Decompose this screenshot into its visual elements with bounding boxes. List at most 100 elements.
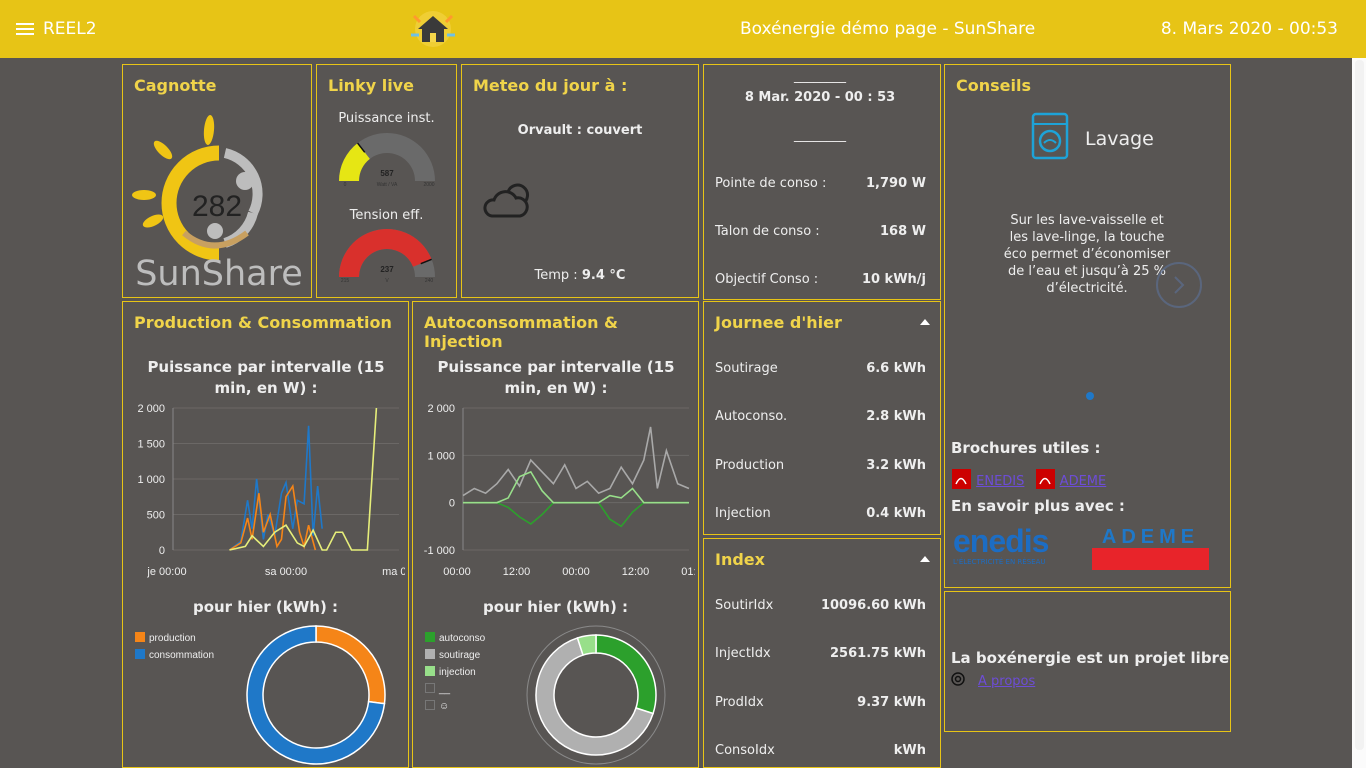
legend-item[interactable]: injection [425, 666, 485, 678]
legend-swatch [425, 700, 435, 710]
legend-label: consommation [149, 650, 214, 661]
app-name[interactable]: REEL2 [43, 19, 97, 39]
power-gauge: 587 Watt / VA 0 2000 [335, 129, 439, 191]
legend-swatch [425, 666, 435, 676]
collapse-caret-icon[interactable] [920, 556, 930, 562]
brochure-enedis-link[interactable]: ENEDIS [976, 474, 1024, 489]
x-tick-label: 00:00 [562, 566, 590, 578]
y-tick-label: 500 [147, 510, 165, 522]
gauge-unit: V [385, 278, 389, 284]
legend-swatch [425, 683, 435, 693]
summary-line-top: ________ [704, 69, 936, 84]
legend-swatch [425, 649, 435, 659]
autoconso-line-chart: 2 0001 0000-1 00000:0012:0000:0012:0001:… [419, 400, 695, 584]
index-label: SoutirIdx [715, 598, 773, 613]
x-tick-label: 01:00 [681, 566, 695, 578]
more-title: En savoir plus avec : [951, 497, 1125, 515]
production-donut-title: pour hier (kWh) : [123, 598, 408, 616]
cloudy-night-icon [482, 180, 534, 222]
production-legend: production consommation [135, 632, 214, 661]
journee-panel: Journee d'hier Soutirage 6.6 kWh Autocon… [703, 301, 941, 535]
cagnotte-title: Cagnotte [134, 76, 217, 95]
y-tick-label: 0 [449, 498, 455, 510]
meteo-location: Orvault : couvert [462, 123, 698, 138]
header-datetime: 8. Mars 2020 - 00:53 [1161, 19, 1338, 39]
gauge-max: 2000 [423, 182, 434, 188]
journee-value: 6.6 kWh [866, 361, 926, 376]
legend-item[interactable]: __ [425, 683, 485, 695]
goal-label: Objectif Conso : [715, 272, 818, 287]
legend-item[interactable]: soutirage [425, 649, 485, 661]
y-tick-label: 2 000 [137, 403, 165, 415]
index-label: ConsoIdx [715, 743, 775, 758]
hamburger-menu-icon[interactable] [14, 20, 36, 38]
voltage-gauge: 237V215 240 [335, 225, 439, 287]
y-tick-label: 1 500 [137, 439, 165, 451]
top-bar: REEL2 Boxénergie démo page - SunShare 8.… [0, 0, 1366, 58]
meteo-title: Meteo du jour à : [473, 76, 627, 95]
conseils-title: Conseils [956, 76, 1031, 95]
autoconso-chart-title: Puissance par intervalle (15 min, en W) … [421, 357, 691, 399]
index-panel: Index SoutirIdx 10096.60 kWh InjectIdx 2… [703, 538, 941, 768]
tip-title: Lavage [1085, 128, 1154, 150]
legend-item[interactable]: consommation [135, 649, 214, 661]
series-line [463, 427, 689, 496]
meteo-panel: Meteo du jour à : Orvault : couvert Temp… [461, 64, 699, 298]
linky-title: Linky live [328, 76, 414, 95]
temp-value: 9.4 °C [582, 268, 626, 283]
base-label: Talon de conso : [715, 224, 820, 239]
legend-label: production [149, 633, 196, 644]
legend-label: soutirage [439, 650, 480, 661]
washing-machine-icon [1031, 112, 1069, 160]
peak-value: 1,790 W [866, 176, 926, 191]
legend-label: autoconso [439, 633, 485, 644]
series-line [230, 486, 316, 550]
meteo-temp: Temp : 9.4 °C [462, 268, 698, 283]
projet-panel: La boxénergie est un projet libre A prop… [944, 591, 1231, 732]
legend-item[interactable]: autoconso [425, 632, 485, 644]
sunshare-logo: 282 SunShare [129, 113, 309, 295]
production-title: Production & Consommation [134, 313, 392, 332]
donut-slice [316, 626, 385, 704]
x-tick-label: sa 00:00 [265, 566, 307, 578]
donut-slice [596, 635, 656, 714]
about-link[interactable]: A propos [978, 674, 1035, 689]
enedis-logo-text: enedis [953, 524, 1077, 558]
conseils-panel: Conseils Lavage Sur les lave-vaisselle e… [944, 64, 1231, 588]
brochure-links: ENEDIS ADEME [951, 469, 1106, 489]
y-tick-label: 1 000 [427, 450, 455, 462]
legend-label: ☺ [439, 701, 449, 712]
legend-swatch [135, 632, 145, 642]
index-value: 10096.60 kWh [821, 598, 926, 613]
ademe-logo[interactable]: ADEME [1092, 527, 1209, 570]
carousel-next-icon[interactable] [1155, 261, 1203, 309]
gauge-max: 240 [425, 278, 434, 284]
goal-value: 10 kWh/j [862, 272, 926, 287]
gauge-min: 0 [344, 182, 347, 188]
enedis-tagline: L'ÉLECTRICITÉ EN RÉSEAU [953, 558, 1077, 566]
x-tick-label: 12:00 [503, 566, 531, 578]
brochure-ademe-link[interactable]: ADEME [1060, 474, 1107, 489]
index-label: InjectIdx [715, 646, 771, 661]
legend-item[interactable]: production [135, 632, 214, 644]
pdf-icon [1035, 469, 1056, 489]
brand-name: SunShare [135, 254, 303, 294]
legend-swatch [135, 649, 145, 659]
journee-label: Soutirage [715, 361, 778, 376]
collapse-caret-icon[interactable] [920, 319, 930, 325]
legend-item[interactable]: ☺ [425, 700, 485, 712]
scrollbar-thumb[interactable] [1355, 60, 1364, 750]
autoconso-donut-chart [525, 624, 667, 766]
gauge-unit: Watt / VA [377, 182, 398, 188]
summary-datetime: 8 Mar. 2020 - 00 : 53 [704, 90, 936, 105]
legend-label: __ [439, 684, 450, 695]
linky-panel: Linky live Puissance inst. 587 Watt / VA 0… [316, 64, 457, 298]
autoconso-legend: autoconso soutirage injection __ ☺ [425, 632, 485, 712]
peak-label: Pointe de conso : [715, 176, 826, 191]
brochures-title: Brochures utiles : [951, 439, 1101, 457]
enedis-logo[interactable]: enedis L'ÉLECTRICITÉ EN RÉSEAU [953, 524, 1077, 570]
carousel-dot[interactable] [1086, 392, 1094, 400]
index-title: Index [715, 550, 765, 569]
voltage-label: Tension eff. [317, 208, 456, 223]
page-title: Boxénergie démo page - SunShare [740, 19, 1035, 39]
